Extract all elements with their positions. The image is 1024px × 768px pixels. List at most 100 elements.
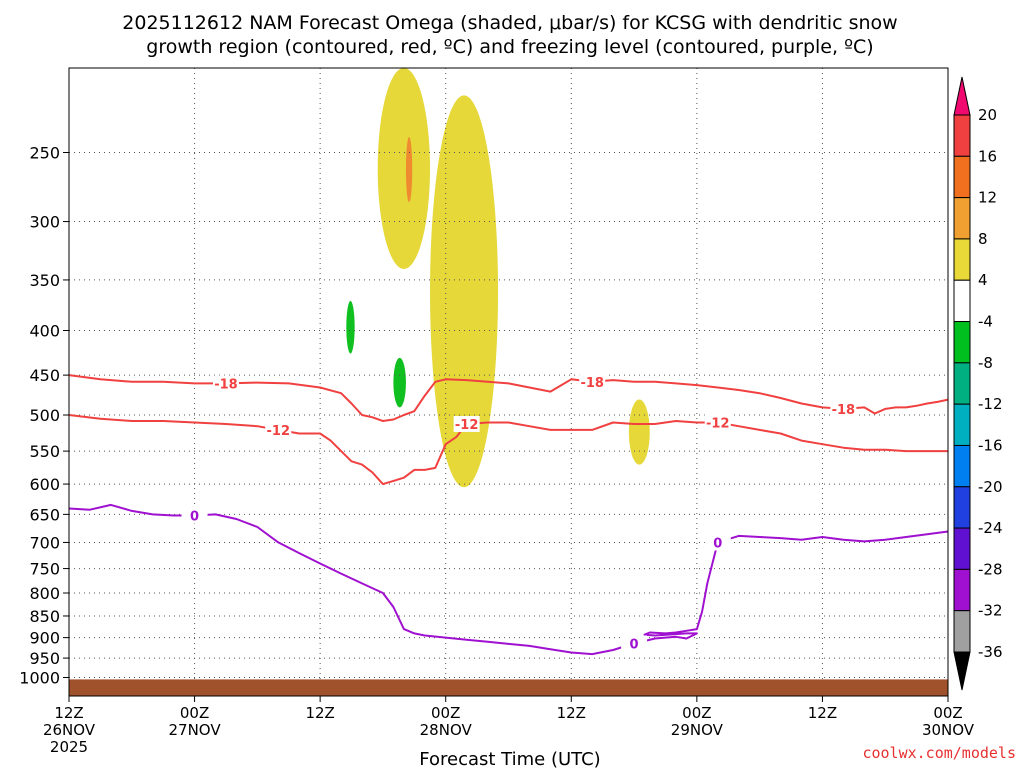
omega-region-0 xyxy=(377,68,431,269)
contour-label-bg xyxy=(212,375,239,392)
x-tick-label-2-0: 12Z xyxy=(305,704,334,722)
y-axis-ticks: 250 300 350 400 450 500 550 600 650 700 750 800 850 9… xyxy=(19,144,69,688)
contour-label-2-2: 0 xyxy=(713,536,722,551)
colorbar-label-2: 12 xyxy=(978,189,997,207)
x-tick-label-1-1: 27NOV xyxy=(169,721,222,739)
contour-label-0-1: -18 xyxy=(580,376,604,391)
x-tick-label-4-0: 12Z xyxy=(557,704,586,722)
x-tick-label-5-0: 00Z xyxy=(682,704,711,722)
y-tick-label-6: 550 xyxy=(29,442,60,461)
x-tick-label-1-0: 00Z xyxy=(180,704,209,722)
colorbar-segment-9 xyxy=(953,486,971,529)
colorbar-label-13: -36 xyxy=(978,643,1003,661)
contour-label-bg xyxy=(453,415,480,432)
omega-region-4 xyxy=(346,300,355,354)
colorbar-segment-6 xyxy=(953,362,971,405)
contour-line-0 xyxy=(68,374,949,422)
colorbar-segment-5 xyxy=(953,321,971,364)
colorbar-segment-7 xyxy=(953,403,971,446)
colorbar-segment-8 xyxy=(953,444,971,488)
colorbar-label-4: 4 xyxy=(978,271,988,289)
y-tick-label-4: 450 xyxy=(29,366,60,385)
contour-label-1-2: -12 xyxy=(706,417,730,432)
omega-region-1 xyxy=(405,137,413,203)
contour-line-2 xyxy=(68,503,949,656)
contour-label-bg xyxy=(579,373,606,390)
contour-label-1-1: -12 xyxy=(455,418,479,433)
x-tick-label-7-1: 30NOV xyxy=(922,721,975,739)
x-tick-label-3-0: 00Z xyxy=(431,704,460,722)
y-tick-label-5: 500 xyxy=(29,406,60,425)
plot-area: -18 -18 -18 -12 -12 -12 0 0 0 xyxy=(68,67,949,697)
colorbar-label-10: -24 xyxy=(978,519,1003,537)
contour-label-0-2: -18 xyxy=(832,403,856,418)
colorbar-segment-0 xyxy=(953,114,971,157)
chart-title-line1: 2025112612 NAM Forecast Omega (shaded, μ… xyxy=(122,12,897,34)
contour-label-2-0: 0 xyxy=(190,510,199,525)
colorbar-segment-10 xyxy=(953,527,971,570)
x-tick-label-5-1: 29NOV xyxy=(671,721,724,739)
y-tick-label-9: 700 xyxy=(29,533,60,552)
credit-text: coolwx.com/models xyxy=(862,744,1016,762)
omega-shading xyxy=(346,68,650,488)
colorbar-label-1: 16 xyxy=(978,147,997,165)
colorbar-segment-1 xyxy=(953,155,971,199)
colorbar-bottom-arrow xyxy=(953,651,971,691)
contour-label-bg xyxy=(704,534,731,551)
x-tick-label-3-1: 28NOV xyxy=(420,721,473,739)
contour-label-2-1: 0 xyxy=(630,637,639,652)
colorbar-label-12: -32 xyxy=(978,602,1003,620)
contour-label-0-0: -18 xyxy=(214,377,238,392)
contour-label-bg xyxy=(830,400,857,417)
terrain-layer xyxy=(69,679,948,696)
colorbar-label-11: -28 xyxy=(978,560,1003,578)
y-tick-label-12: 850 xyxy=(29,607,60,626)
colorbar-label-5: -4 xyxy=(978,313,993,331)
y-tick-label-15: 1000 xyxy=(19,669,60,688)
y-tick-label-0: 250 xyxy=(29,144,60,163)
colorbar-label-3: 8 xyxy=(978,230,988,248)
y-tick-label-14: 950 xyxy=(29,649,60,668)
contour-label-bg xyxy=(704,414,731,431)
y-tick-label-3: 400 xyxy=(29,322,60,341)
colorbar-segment-11 xyxy=(953,568,971,612)
colorbar-label-0: 20 xyxy=(978,106,997,124)
x-tick-label-0-2: 2025 xyxy=(50,738,88,756)
y-tick-label-11: 800 xyxy=(29,584,60,603)
colorbar-segment-2 xyxy=(953,197,971,240)
colorbar-segment-12 xyxy=(953,610,971,653)
colorbar-segment-3 xyxy=(953,238,971,281)
contour-label-bg xyxy=(265,421,292,438)
plot-border xyxy=(68,67,949,697)
colorbar-label-6: -8 xyxy=(978,354,993,372)
contour-lines: -18 -18 -18 -12 -12 -12 0 0 0 xyxy=(68,373,949,656)
x-tick-label-0-1: 26NOV xyxy=(43,721,96,739)
colorbar-top-arrow xyxy=(953,76,971,116)
colorbar-segment-4 xyxy=(953,279,971,323)
omega-region-2 xyxy=(430,95,499,488)
y-tick-label-10: 750 xyxy=(29,560,60,579)
y-tick-label-13: 900 xyxy=(29,629,60,648)
omega-region-5 xyxy=(393,357,406,408)
y-tick-label-1: 300 xyxy=(29,213,60,232)
x-tick-label-7-0: 00Z xyxy=(933,704,962,722)
contour-label-bg xyxy=(181,507,208,524)
omega-region-3 xyxy=(628,399,650,465)
contour-label-1-0: -12 xyxy=(267,424,291,439)
colorbar-label-8: -16 xyxy=(978,436,1003,454)
plot-background xyxy=(69,68,948,696)
x-tick-label-0-0: 12Z xyxy=(54,704,83,722)
colorbar: 20 16 12 8 4 -4 -8 -12 -16 -20 -24 -28 -32 -36 xyxy=(953,76,1003,691)
y-tick-label-2: 350 xyxy=(29,271,60,290)
colorbar-label-7: -12 xyxy=(978,395,1003,413)
colorbar-label-9: -20 xyxy=(978,478,1003,496)
x-axis-label: Forecast Time (UTC) xyxy=(419,749,600,768)
y-tick-label-7: 600 xyxy=(29,475,60,494)
y-tick-label-8: 650 xyxy=(29,505,60,524)
contour-label-bg xyxy=(621,635,648,652)
chart-title-line2: growth region (contoured, red, ºC) and f… xyxy=(146,36,873,58)
terrain-fill xyxy=(69,679,948,696)
x-tick-label-6-0: 12Z xyxy=(808,704,837,722)
